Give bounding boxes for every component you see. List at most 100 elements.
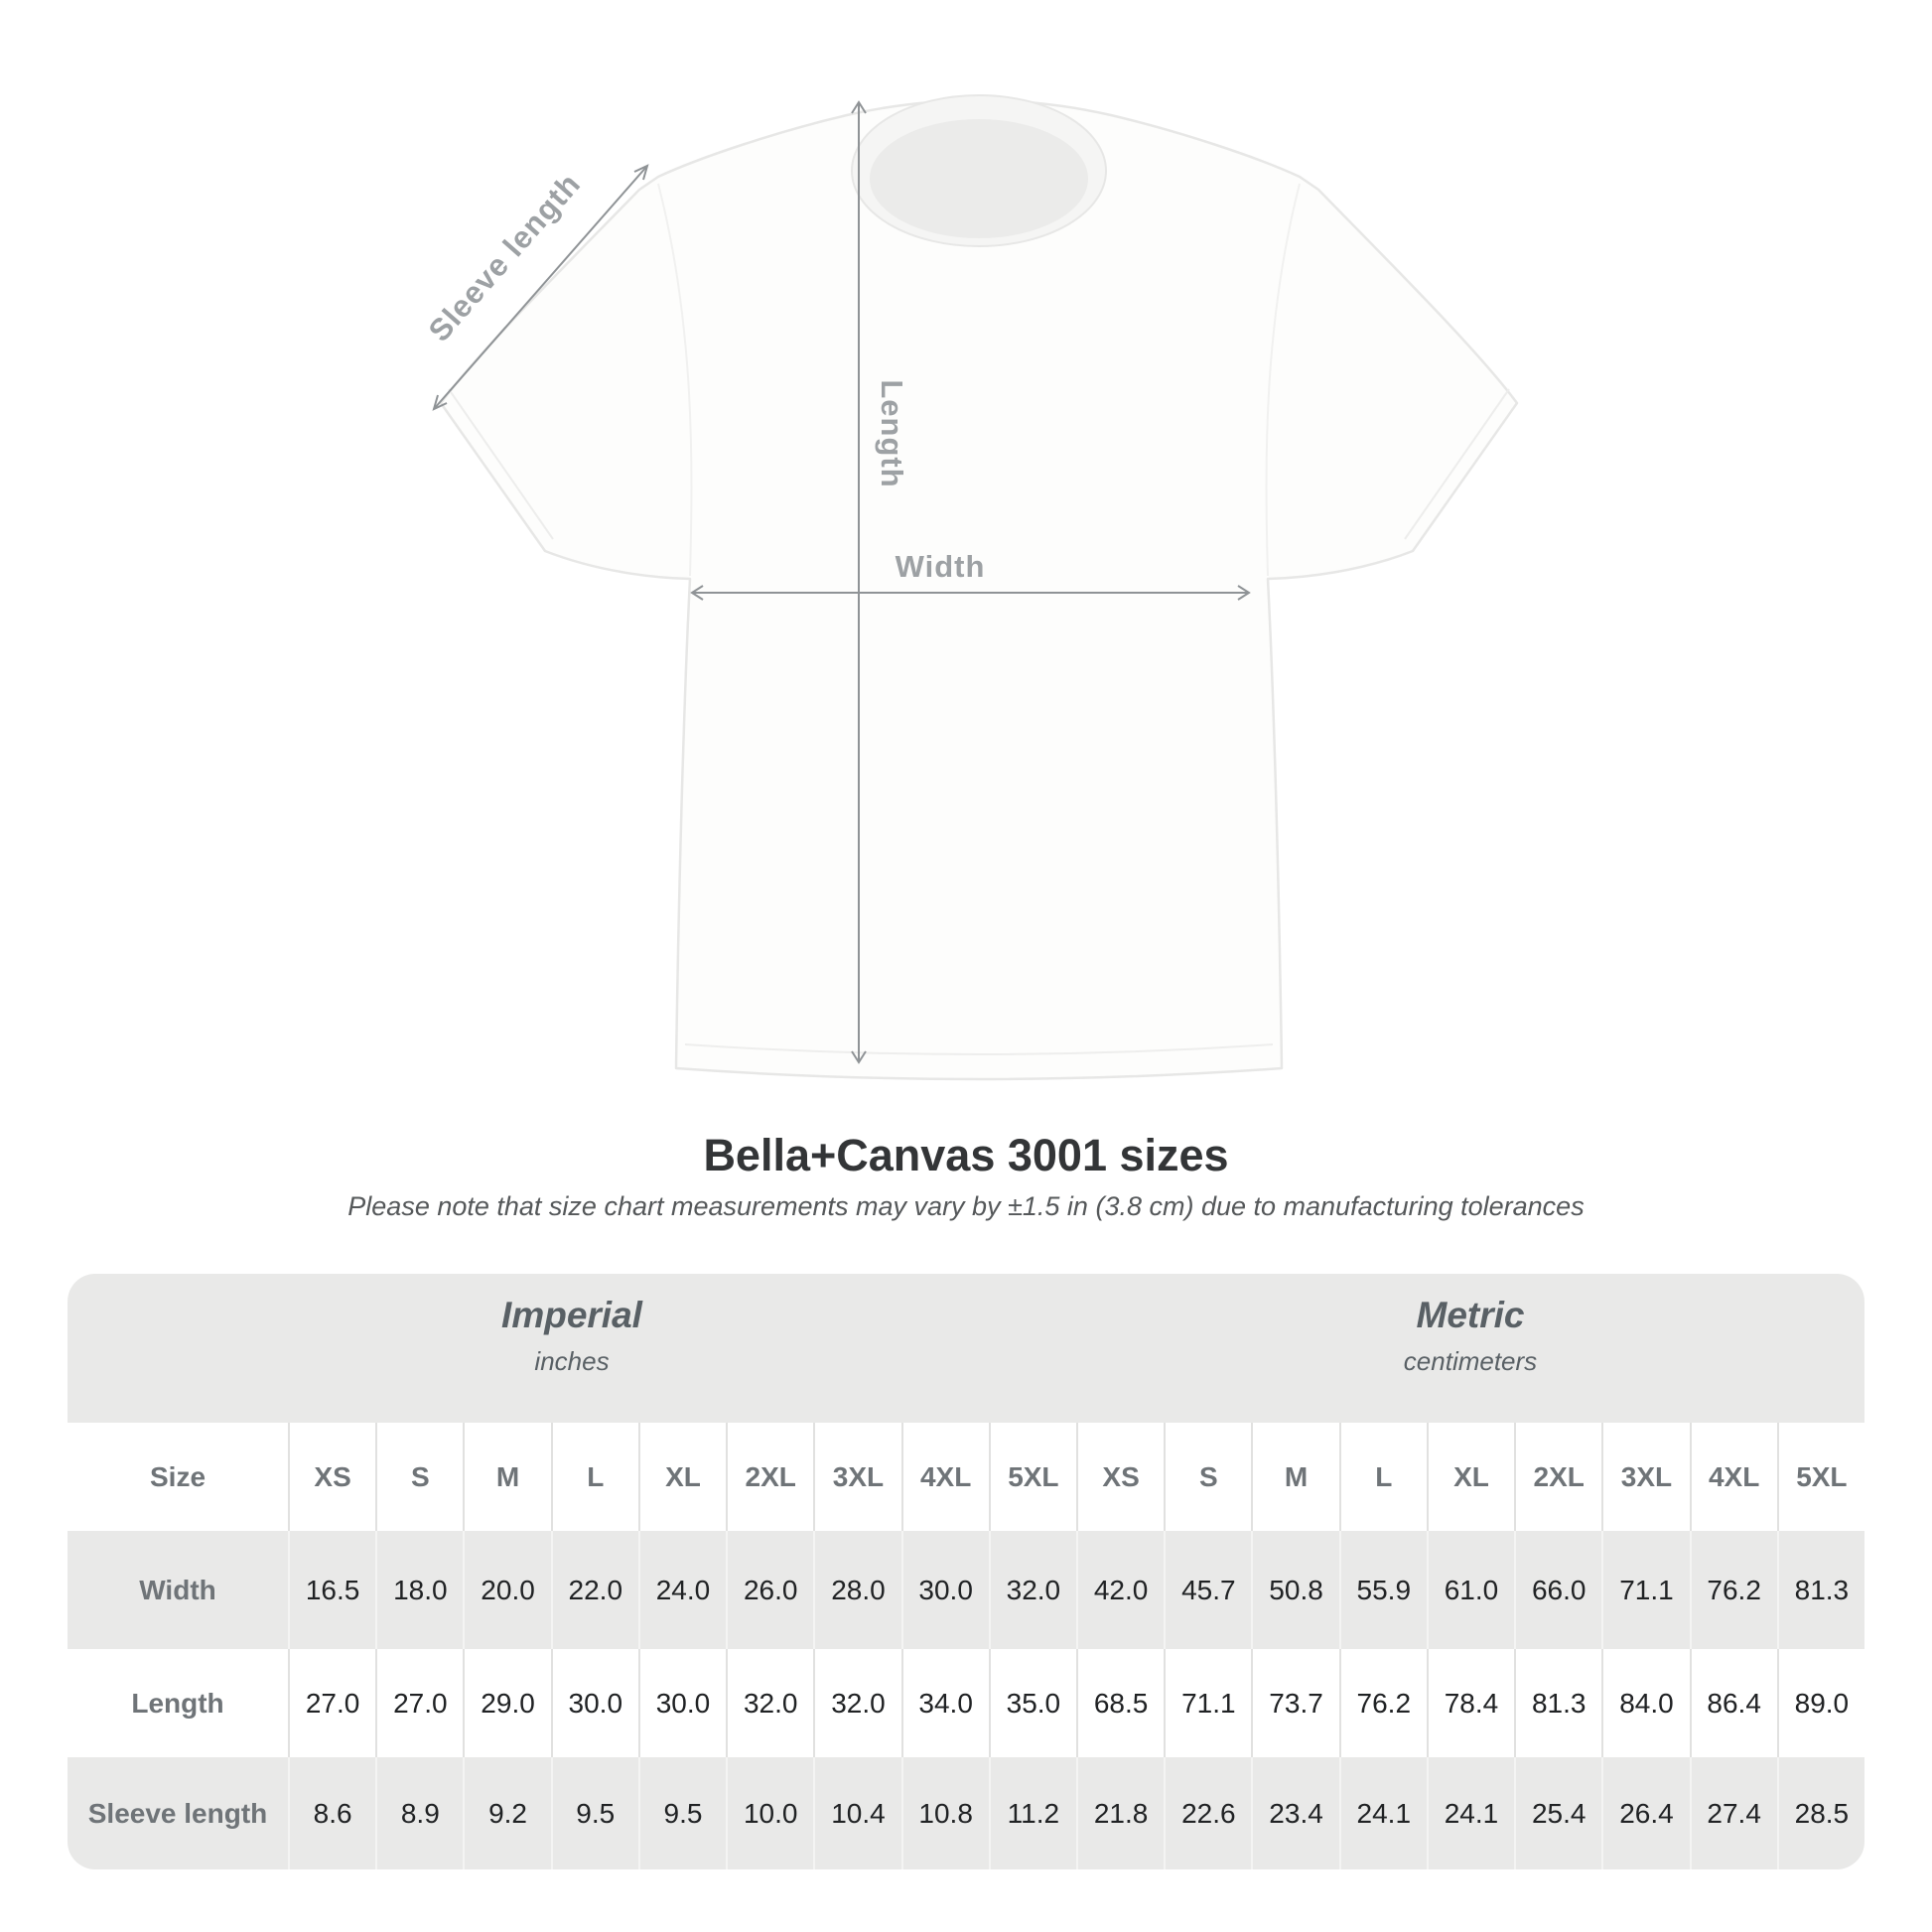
value-cell: 20.0	[463, 1531, 551, 1649]
value-cell: 26.0	[726, 1531, 814, 1649]
value-cell-text: 20.0	[481, 1574, 535, 1605]
value-cell-text: 22.6	[1181, 1797, 1236, 1829]
value-cell: 86.4	[1689, 1649, 1777, 1757]
row-label-text: Width	[139, 1574, 216, 1605]
size-header-text: 2XL	[745, 1460, 796, 1492]
value-cell-text: 50.8	[1269, 1574, 1323, 1605]
value-cell-text: 45.7	[1181, 1574, 1236, 1605]
value-cell-text: 10.0	[743, 1797, 798, 1829]
value-cell-text: 27.0	[393, 1687, 448, 1719]
size-header-text: 5XL	[1796, 1460, 1848, 1492]
size-header-text: M	[495, 1460, 520, 1492]
value-cell-text: 81.3	[1531, 1687, 1587, 1719]
size-header: S	[1164, 1423, 1252, 1531]
value-cell-text: 16.5	[305, 1574, 360, 1605]
value-cell-text: 24.1	[1444, 1797, 1499, 1829]
size-header: 2XL	[1514, 1423, 1602, 1531]
size-header-text: 3XL	[1620, 1460, 1673, 1492]
value-cell-text: 71.1	[1619, 1574, 1674, 1605]
value-cell: 21.8	[1075, 1757, 1165, 1869]
metric-header: Metric centimeters	[1076, 1274, 1864, 1423]
value-cell: 55.9	[1338, 1531, 1427, 1649]
right-armhole-seam	[1265, 183, 1301, 577]
value-cell: 26.4	[1601, 1757, 1690, 1869]
size-header-text: S	[410, 1460, 430, 1492]
value-cell-text: 61.0	[1444, 1574, 1499, 1605]
size-header: L	[1338, 1423, 1427, 1531]
value-cell: 24.1	[1338, 1757, 1427, 1869]
value-cell-text: 30.0	[655, 1687, 711, 1719]
value-cell: 68.5	[1075, 1649, 1165, 1757]
value-cell-text: 10.4	[831, 1797, 886, 1829]
value-cell: 42.0	[1075, 1531, 1165, 1649]
value-cell: 89.0	[1776, 1649, 1864, 1757]
size-header: 3XL	[813, 1423, 901, 1531]
value-cell: 76.2	[1338, 1649, 1427, 1757]
value-cell: 71.1	[1601, 1531, 1690, 1649]
size-header-text: L	[587, 1460, 605, 1492]
row-label-text: Length	[131, 1687, 224, 1719]
size-grid: Size XS S M L XL 2XL 3XL 4XL 5XL XS S M L XL 2XL 3XL 4XL 5…	[68, 1423, 1864, 1869]
value-cell-text: 10.8	[918, 1797, 973, 1829]
size-header: 4XL	[1689, 1423, 1777, 1531]
value-cell-text: 76.2	[1356, 1687, 1412, 1719]
tolerance-note: Please note that size chart measurements…	[347, 1191, 1585, 1221]
value-cell-text: 26.4	[1619, 1797, 1674, 1829]
value-cell-text: 23.4	[1269, 1797, 1323, 1829]
collar-opening	[870, 119, 1088, 238]
value-cell-text: 28.0	[831, 1574, 886, 1605]
value-cell: 66.0	[1514, 1531, 1602, 1649]
size-header-text: XS	[314, 1460, 351, 1492]
value-cell: 73.7	[1251, 1649, 1339, 1757]
row-label: Sleeve length	[68, 1757, 288, 1869]
size-header-text: 4XL	[1708, 1460, 1760, 1492]
unit-header-band: Imperial inches Metric centimeters	[68, 1274, 1864, 1423]
value-cell-text: 22.0	[568, 1574, 623, 1605]
value-cell-text: 9.5	[663, 1797, 703, 1829]
sleeve-length-arrow	[432, 164, 649, 411]
value-cell-text: 8.6	[313, 1797, 352, 1829]
value-cell: 25.4	[1514, 1757, 1602, 1869]
size-header-text: 4XL	[919, 1460, 972, 1492]
value-cell: 9.5	[637, 1757, 727, 1869]
value-cell-text: 34.0	[918, 1687, 973, 1719]
value-cell-text: 21.8	[1093, 1797, 1149, 1829]
imperial-label: Imperial	[501, 1295, 642, 1335]
value-cell: 22.6	[1164, 1757, 1252, 1869]
row-label: Width	[68, 1531, 288, 1649]
size-header-text: S	[1198, 1460, 1218, 1492]
row-label: Length	[68, 1649, 288, 1757]
value-cell: 84.0	[1601, 1649, 1690, 1757]
value-cell-text: 28.5	[1794, 1797, 1850, 1829]
value-cell-text: 35.0	[1006, 1687, 1061, 1719]
value-cell: 45.7	[1164, 1531, 1252, 1649]
value-cell: 10.8	[900, 1757, 989, 1869]
size-header: L	[550, 1423, 638, 1531]
value-cell: 10.4	[813, 1757, 901, 1869]
page-title: Bella+Canvas 3001 sizes	[703, 1130, 1229, 1180]
metric-sublabel: centimeters	[1403, 1346, 1538, 1376]
value-cell: 10.0	[726, 1757, 814, 1869]
size-header: 5XL	[1776, 1423, 1864, 1531]
size-chart-table: Imperial inches Metric centimeters Size X…	[68, 1274, 1864, 1869]
metric-label: Metric	[1416, 1295, 1525, 1335]
value-cell: 30.0	[637, 1649, 727, 1757]
size-header: 4XL	[900, 1423, 989, 1531]
value-cell: 22.0	[550, 1531, 638, 1649]
value-cell-text: 86.4	[1707, 1687, 1761, 1719]
value-cell: 8.6	[288, 1757, 376, 1869]
value-cell: 50.8	[1251, 1531, 1339, 1649]
size-header: XL	[1426, 1423, 1515, 1531]
value-cell-text: 32.0	[831, 1687, 886, 1719]
value-cell: 76.2	[1689, 1531, 1777, 1649]
value-cell: 81.3	[1514, 1649, 1602, 1757]
value-cell: 35.0	[988, 1649, 1076, 1757]
value-cell-text: 81.3	[1794, 1574, 1850, 1605]
width-arrow	[690, 585, 1251, 601]
value-cell-text: 66.0	[1531, 1574, 1587, 1605]
value-cell: 24.0	[637, 1531, 727, 1649]
value-cell-text: 25.4	[1531, 1797, 1587, 1829]
size-header: 5XL	[988, 1423, 1076, 1531]
value-cell: 23.4	[1251, 1757, 1339, 1869]
